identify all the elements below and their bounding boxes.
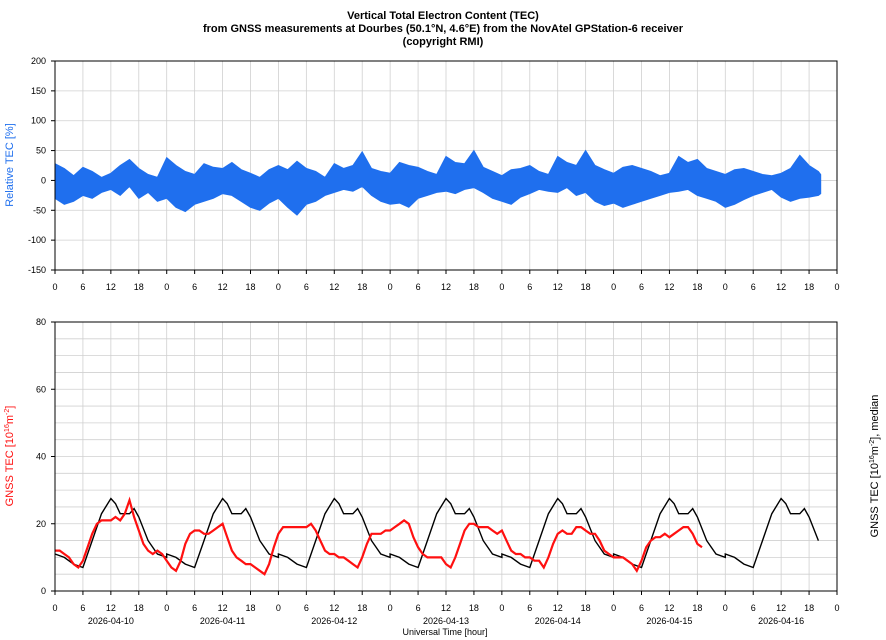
relative-tec-y-tick-label: 150 <box>31 86 46 96</box>
gnss-tec-gridlines <box>54 321 838 592</box>
date-label: 2026-04-14 <box>535 616 581 626</box>
gnss-tec-series-line <box>55 496 703 576</box>
relative-tec-x-tick-label: 0 <box>388 282 393 292</box>
gnss-tec-y-axis: 0 20 40 60 80 <box>36 317 55 596</box>
chart-title-line3: (copyright RMI) <box>402 36 484 48</box>
relative-tec-panel: -150 -100 -50 0 50 100 150 200 0 6 12 18 0 6 12 18 0 6 12… <box>4 56 840 292</box>
relative-tec-x-tick-label: 12 <box>329 282 339 292</box>
relative-tec-x-axis: 0 6 12 18 0 6 12 18 0 6 12 18 0 6 12 18 0 6 12 18 0 6 12 18 0 6 12… <box>52 270 840 292</box>
gnss-tec-x-tick-label: 6 <box>751 603 756 613</box>
relative-tec-y-tick-label: 0 <box>41 175 46 185</box>
gnss-tec-x-tick-label: 12 <box>106 603 116 613</box>
relative-tec-x-tick-label: 0 <box>499 282 504 292</box>
relative-tec-x-tick-label: 0 <box>164 282 169 292</box>
gnss-tec-x-tick-label: 0 <box>723 603 728 613</box>
gnss-tec-x-tick-label: 0 <box>388 603 393 613</box>
relative-tec-y-tick-label: -100 <box>28 235 46 245</box>
date-label: 2026-04-16 <box>758 616 804 626</box>
gnss-tec-y-tick-label: 40 <box>36 452 46 462</box>
relative-tec-x-tick-label: 0 <box>276 282 281 292</box>
date-label: 2026-04-10 <box>88 616 134 626</box>
relative-tec-x-tick-label: 12 <box>218 282 228 292</box>
relative-tec-x-tick-label: 18 <box>245 282 255 292</box>
relative-tec-x-tick-label: 0 <box>723 282 728 292</box>
date-label: 2026-04-11 <box>200 616 245 626</box>
gnss-tec-x-tick-label: 6 <box>192 603 197 613</box>
relative-tec-y-tick-label: -50 <box>33 205 46 215</box>
relative-tec-y-axis: -150 -100 -50 0 50 100 150 200 <box>28 56 55 275</box>
gnss-tec-x-tick-label: 18 <box>134 603 144 613</box>
gnss-tec-y-tick-label: 0 <box>41 586 46 596</box>
gnss-tec-x-tick-label: 18 <box>245 603 255 613</box>
relative-tec-y-tick-label: 50 <box>36 146 46 156</box>
relative-tec-x-tick-label: 12 <box>441 282 451 292</box>
gnss-tec-x-tick-label: 6 <box>80 603 85 613</box>
gnss-tec-x-tick-label: 18 <box>581 603 591 613</box>
gnss-tec-x-tick-label: 12 <box>776 603 786 613</box>
gnss-tec-x-tick-label: 0 <box>52 603 57 613</box>
relative-tec-x-tick-label: 6 <box>416 282 421 292</box>
relative-tec-x-tick-label: 18 <box>134 282 144 292</box>
gnss-tec-x-axis: 0 6 12 18 0 6 12 18 0 6 12 18 0 6 12 18 0 6 12 18 0 6 12 18 0 6 12… <box>52 591 840 613</box>
gnss-tec-x-tick-label: 0 <box>611 603 616 613</box>
gnss-tec-x-tick-label: 18 <box>357 603 367 613</box>
gnss-tec-x-tick-label: 12 <box>329 603 339 613</box>
relative-tec-x-tick-label: 6 <box>192 282 197 292</box>
gnss-tec-y-label: GNSS TEC [1016m-2] <box>4 406 16 507</box>
gnss-tec-x-tick-label: 6 <box>304 603 309 613</box>
gnss-tec-x-tick-label: 6 <box>639 603 644 613</box>
x-axis-label: Universal Time [hour] <box>402 627 487 637</box>
median-series-line <box>54 497 820 569</box>
relative-tec-x-tick-label: 6 <box>527 282 532 292</box>
gnss-tec-x-tick-label: 6 <box>527 603 532 613</box>
relative-tec-y-label: Relative TEC [%] <box>4 123 16 207</box>
relative-tec-x-tick-label: 0 <box>611 282 616 292</box>
relative-tec-x-tick-label: 18 <box>692 282 702 292</box>
relative-tec-x-tick-label: 18 <box>581 282 591 292</box>
gnss-tec-y-tick-label: 20 <box>36 519 46 529</box>
gnss-tec-x-tick-label: 6 <box>416 603 421 613</box>
relative-tec-x-tick-label: 18 <box>357 282 367 292</box>
gnss-tec-y-tick-label: 60 <box>36 384 46 394</box>
relative-tec-x-tick-label: 12 <box>776 282 786 292</box>
relative-tec-x-tick-label: 12 <box>664 282 674 292</box>
median-right-label: GNSS TEC [1016m-2], median <box>869 395 881 538</box>
gnss-tec-x-tick-label: 12 <box>553 603 563 613</box>
gnss-tec-x-tick-label: 18 <box>692 603 702 613</box>
date-label: 2026-04-15 <box>646 616 692 626</box>
gnss-tec-x-tick-label: 0 <box>834 603 839 613</box>
relative-tec-x-tick-label: 6 <box>304 282 309 292</box>
gnss-tec-x-tick-label: 12 <box>664 603 674 613</box>
relative-tec-x-tick-label: 0 <box>52 282 57 292</box>
date-label: 2026-04-12 <box>311 616 357 626</box>
relative-tec-x-tick-label: 12 <box>553 282 563 292</box>
relative-tec-x-tick-label: 6 <box>639 282 644 292</box>
gnss-tec-x-tick-label: 0 <box>164 603 169 613</box>
gnss-tec-x-tick-label: 12 <box>218 603 228 613</box>
relative-tec-x-tick-label: 6 <box>751 282 756 292</box>
gnss-tec-y-tick-label: 80 <box>36 317 46 327</box>
gnss-tec-x-tick-label: 12 <box>441 603 451 613</box>
gnss-tec-x-tick-label: 18 <box>469 603 479 613</box>
relative-tec-x-tick-label: 12 <box>106 282 116 292</box>
chart-title-line1: Vertical Total Electron Content (TEC) <box>347 10 539 22</box>
relative-tec-y-tick-label: -150 <box>28 265 46 275</box>
relative-tec-x-tick-label: 6 <box>80 282 85 292</box>
relative-tec-series <box>54 149 822 216</box>
gnss-tec-x-tick-label: 0 <box>499 603 504 613</box>
gnss-tec-x-tick-label: 18 <box>804 603 814 613</box>
relative-tec-y-tick-label: 200 <box>31 56 46 66</box>
date-labels: 2026-04-10 2026-04-11 2026-04-12 2026-04-13… <box>88 616 804 626</box>
relative-tec-x-tick-label: 18 <box>804 282 814 292</box>
relative-tec-y-tick-label: 100 <box>31 116 46 126</box>
relative-tec-x-tick-label: 18 <box>469 282 479 292</box>
gnss-tec-x-tick-label: 0 <box>276 603 281 613</box>
chart-title-line2: from GNSS measurements at Dourbes (50.1°… <box>202 23 684 35</box>
relative-tec-x-tick-label: 0 <box>834 282 839 292</box>
date-label: 2026-04-13 <box>423 616 469 626</box>
